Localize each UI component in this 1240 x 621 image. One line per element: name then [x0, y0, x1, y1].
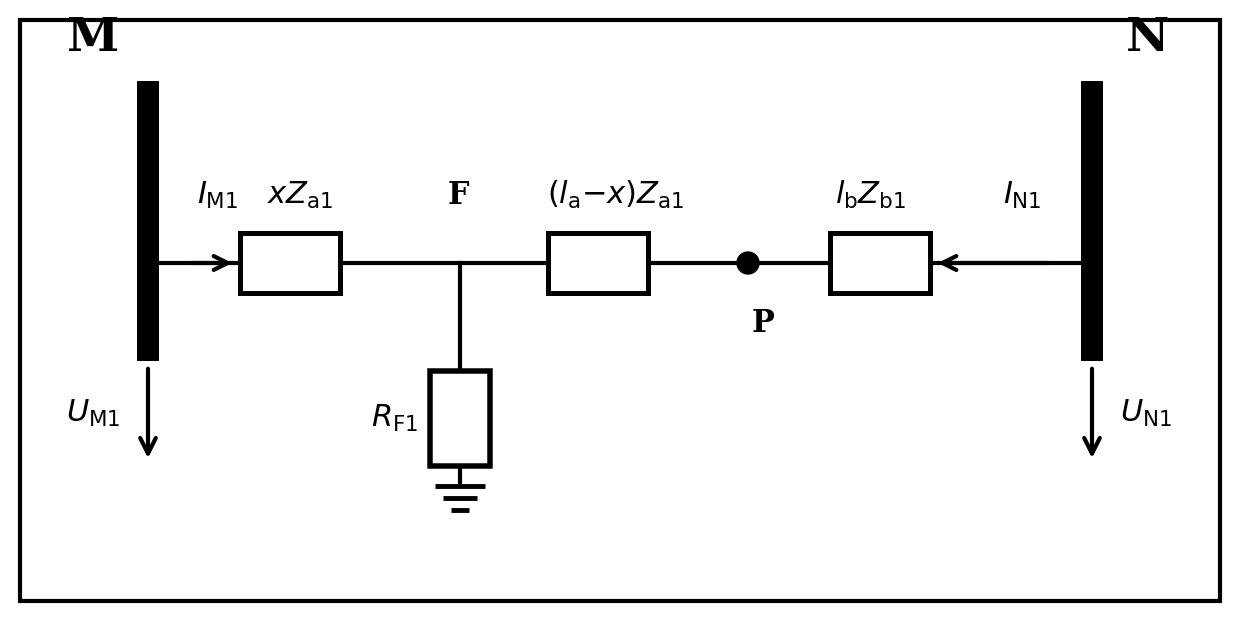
Circle shape	[737, 252, 759, 274]
Bar	[548, 233, 649, 293]
Text: M: M	[67, 15, 119, 61]
Text: F: F	[448, 180, 469, 211]
Bar	[241, 233, 340, 293]
Text: $I_{\mathrm{M1}}$: $I_{\mathrm{M1}}$	[197, 180, 238, 211]
Text: $I_{\mathrm{N1}}$: $I_{\mathrm{N1}}$	[1003, 180, 1042, 211]
Text: $U_{\mathrm{N1}}$: $U_{\mathrm{N1}}$	[1120, 398, 1172, 429]
Text: $xZ_{\mathrm{a1}}$: $xZ_{\mathrm{a1}}$	[267, 180, 334, 211]
Bar	[1081, 81, 1104, 361]
Text: N: N	[1126, 15, 1168, 61]
Bar	[430, 371, 490, 466]
Bar	[136, 81, 159, 361]
Text: $l_{\mathrm{b}}Z_{\mathrm{b1}}$: $l_{\mathrm{b}}Z_{\mathrm{b1}}$	[835, 179, 905, 211]
Bar	[830, 233, 930, 293]
Text: $R_{\mathrm{F1}}$: $R_{\mathrm{F1}}$	[371, 402, 418, 433]
Text: P: P	[751, 308, 775, 339]
Text: $U_{\mathrm{M1}}$: $U_{\mathrm{M1}}$	[66, 398, 120, 429]
Text: $(l_{\mathrm{a}}{-}x)Z_{\mathrm{a1}}$: $(l_{\mathrm{a}}{-}x)Z_{\mathrm{a1}}$	[547, 179, 684, 211]
